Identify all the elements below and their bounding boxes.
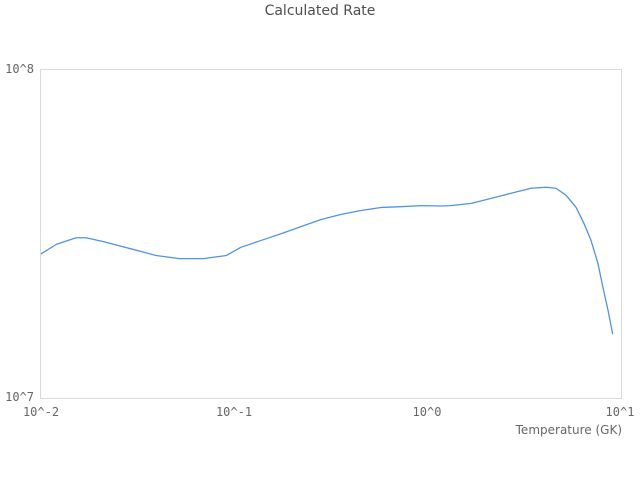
x-tick-label-1e-1: 10^-1 — [215, 405, 253, 419]
y-tick-label-1e7: 10^7 — [5, 390, 34, 404]
plot-area — [40, 69, 622, 399]
rate-curve-line — [41, 186, 614, 335]
chart-title: Calculated Rate — [264, 3, 376, 19]
x-tick-label-1e1: 10^1 — [605, 405, 635, 419]
plot-canvas — [41, 186, 614, 335]
x-tick-label-1e0: 10^0 — [412, 405, 442, 419]
x-tick-label-1e-2: 10^-2 — [22, 405, 60, 419]
y-tick-label-1e8: 10^8 — [5, 62, 34, 76]
x-axis-title: Temperature (GK) — [515, 423, 622, 437]
